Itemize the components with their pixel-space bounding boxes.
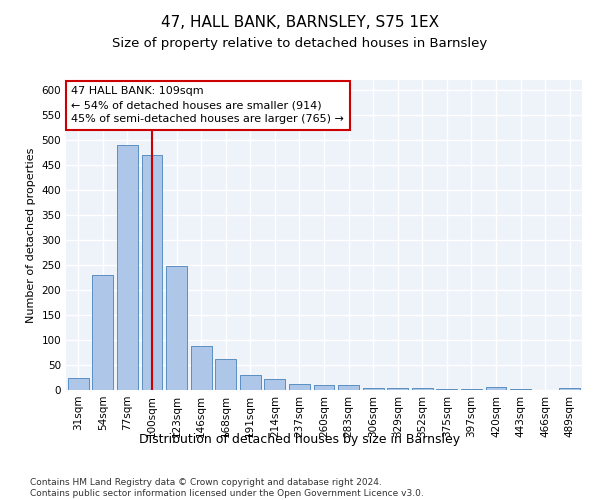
- Bar: [338, 385, 359, 390]
- Bar: [166, 266, 187, 390]
- Bar: [314, 384, 334, 390]
- Y-axis label: Number of detached properties: Number of detached properties: [26, 148, 36, 322]
- Bar: [68, 378, 89, 390]
- Bar: [215, 359, 236, 390]
- Bar: [510, 388, 531, 390]
- Bar: [559, 388, 580, 390]
- Bar: [461, 388, 482, 390]
- Bar: [191, 346, 212, 390]
- Bar: [485, 387, 506, 390]
- Text: Contains HM Land Registry data © Crown copyright and database right 2024.
Contai: Contains HM Land Registry data © Crown c…: [30, 478, 424, 498]
- Bar: [362, 388, 383, 390]
- Bar: [387, 388, 408, 390]
- Text: 47, HALL BANK, BARNSLEY, S75 1EX: 47, HALL BANK, BARNSLEY, S75 1EX: [161, 15, 439, 30]
- Bar: [142, 155, 163, 390]
- Text: Distribution of detached houses by size in Barnsley: Distribution of detached houses by size …: [139, 432, 461, 446]
- Bar: [117, 145, 138, 390]
- Bar: [92, 275, 113, 390]
- Bar: [436, 388, 457, 390]
- Bar: [240, 375, 261, 390]
- Bar: [412, 388, 433, 390]
- Bar: [289, 384, 310, 390]
- Bar: [265, 379, 286, 390]
- Text: Size of property relative to detached houses in Barnsley: Size of property relative to detached ho…: [112, 38, 488, 51]
- Text: 47 HALL BANK: 109sqm
← 54% of detached houses are smaller (914)
45% of semi-deta: 47 HALL BANK: 109sqm ← 54% of detached h…: [71, 86, 344, 124]
